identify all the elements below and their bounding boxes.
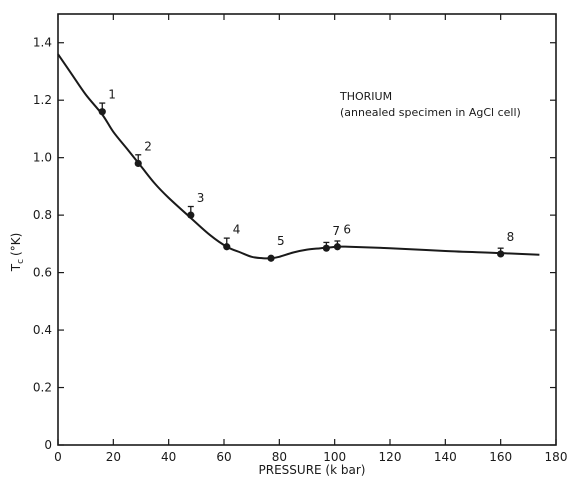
data-points: 1 2 3 4 5 7 6 8 <box>98 88 515 262</box>
y-tick-label: 1.4 <box>33 36 52 50</box>
data-point-6 <box>333 243 342 251</box>
y-tick-label: 0.6 <box>33 266 52 280</box>
x-tick-label: 140 <box>434 450 457 464</box>
y-tick-label: 0.4 <box>33 323 52 337</box>
x-axis-label: PRESSURE (k bar) <box>259 463 366 477</box>
point-label-3: 3 <box>197 191 205 205</box>
y-axis-label-main: T <box>9 263 23 272</box>
tc-curve <box>57 53 540 260</box>
x-tick-label: 120 <box>379 450 402 464</box>
data-point-8 <box>497 250 505 258</box>
data-point-1 <box>98 108 106 116</box>
data-point-3 <box>187 211 195 219</box>
x-tick-label: 60 <box>216 450 231 464</box>
y-axis-label-unit: (°K) <box>9 233 23 256</box>
data-point-7 <box>322 244 330 252</box>
annotation-line-1: THORIUM <box>339 90 392 103</box>
x-tick-label: 180 <box>545 450 568 464</box>
point-label-7: 7 <box>332 224 340 238</box>
data-point-4 <box>223 243 231 251</box>
y-tick-label: 0.2 <box>33 381 52 395</box>
point-label-6: 6 <box>343 223 351 237</box>
annotation-line-2: (annealed specimen in AgCl cell) <box>340 106 521 119</box>
chart-text: THORIUM (annealed specimen in AgCl cell)… <box>9 90 521 477</box>
point-label-2: 2 <box>144 139 152 153</box>
y-tick-label: 0.8 <box>33 208 52 222</box>
point-label-8: 8 <box>507 230 515 244</box>
y-tick-label: 0 <box>44 438 52 452</box>
point-label-4: 4 <box>233 223 241 237</box>
y-tick-label: 1.0 <box>33 151 52 165</box>
plot-frame <box>57 13 557 446</box>
x-tick-label: 20 <box>106 450 121 464</box>
x-tick-label: 40 <box>161 450 176 464</box>
axes <box>57 13 557 446</box>
y-tick-label: 1.2 <box>33 93 52 107</box>
x-tick-label: 100 <box>323 450 346 464</box>
data-point-2 <box>134 159 142 168</box>
point-label-1: 1 <box>108 88 116 102</box>
data-point-5 <box>267 254 275 262</box>
y-axis-label: Tc (°K) <box>9 233 26 273</box>
point-label-5: 5 <box>277 234 285 248</box>
x-tick-label: 0 <box>54 450 62 464</box>
x-tick-label: 160 <box>489 450 512 464</box>
series-curve <box>57 53 540 260</box>
x-tick-label: 80 <box>272 450 287 464</box>
y-axis-label-sub: c <box>16 259 26 264</box>
ticks: 0 20 40 60 80 100 120 140 160 180 0 0.2 0.4 0.6 0.8 1.0… <box>33 14 568 464</box>
